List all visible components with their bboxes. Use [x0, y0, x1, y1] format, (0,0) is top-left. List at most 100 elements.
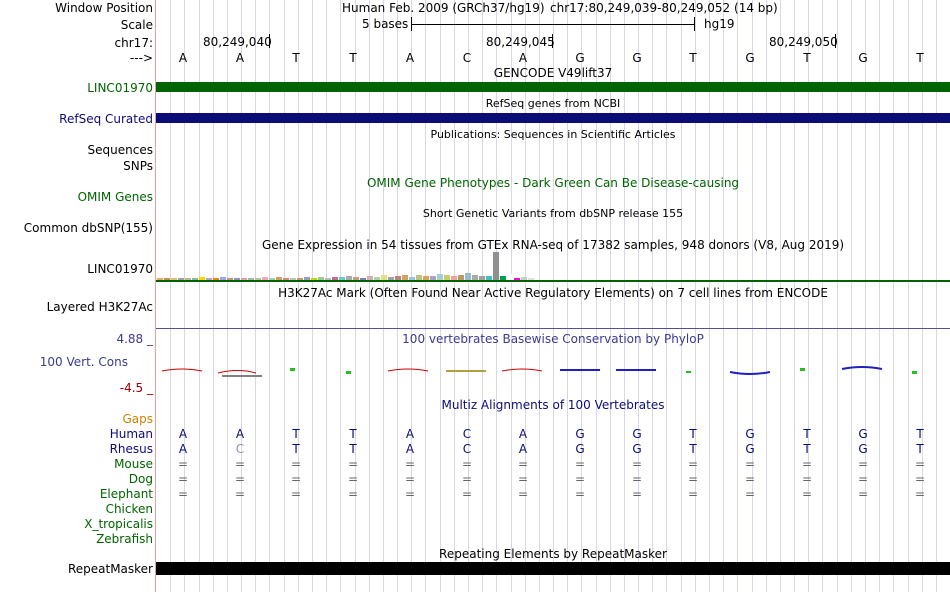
- gtex-tissue-bar[interactable]: [514, 278, 520, 280]
- gtex-tissue-bar[interactable]: [458, 275, 464, 280]
- gencode-label[interactable]: LINC01970: [87, 81, 153, 95]
- gtex-tissue-bar[interactable]: [472, 275, 478, 280]
- grid-line: [553, 0, 554, 592]
- alignment-base: A: [405, 427, 415, 441]
- species-label[interactable]: Zebrafish: [96, 532, 153, 546]
- h3k27ac-title: H3K27Ac Mark (Often Found Near Active Re…: [278, 286, 828, 300]
- gtex-tissue-bar[interactable]: [283, 278, 289, 280]
- gtex-tissue-bar[interactable]: [388, 277, 394, 280]
- phylop-graph[interactable]: [156, 360, 950, 384]
- gtex-tissue-bar[interactable]: [409, 277, 415, 280]
- alignment-base: =: [744, 487, 756, 501]
- gtex-tissue-bar[interactable]: [304, 277, 310, 280]
- gtex-tissue-bar[interactable]: [311, 278, 317, 280]
- base-letter: T: [292, 51, 300, 65]
- alignment-base: =: [517, 487, 529, 501]
- species-label[interactable]: Dog: [128, 472, 153, 486]
- gtex-tissue-bar[interactable]: [262, 277, 268, 280]
- gtex-tissue-bar[interactable]: [220, 277, 226, 280]
- gtex-tissue-bar[interactable]: [234, 278, 240, 280]
- gtex-tissue-bar[interactable]: [486, 276, 492, 280]
- species-label[interactable]: Human: [109, 427, 153, 441]
- gtex-tissue-bar[interactable]: [360, 278, 366, 280]
- gtex-tissue-bar[interactable]: [269, 278, 275, 280]
- species-label[interactable]: Mouse: [114, 457, 153, 471]
- gaps-label[interactable]: Gaps: [122, 412, 153, 426]
- repeatmasker-label[interactable]: RepeatMasker: [67, 562, 153, 576]
- gtex-tissue-bar[interactable]: [521, 277, 527, 280]
- gtex-tissue-bar[interactable]: [402, 275, 408, 280]
- gtex-tissue-bar[interactable]: [381, 275, 387, 280]
- gtex-tissue-bar[interactable]: [528, 278, 534, 280]
- grid-line: [397, 0, 398, 592]
- alignment-base: =: [404, 457, 416, 471]
- refseq-label[interactable]: RefSeq Curated: [59, 112, 153, 126]
- gtex-tissue-bar[interactable]: [367, 276, 373, 280]
- alignment-base: G: [575, 427, 585, 441]
- gtex-tissue-bar[interactable]: [325, 278, 331, 280]
- gtex-tissue-bar[interactable]: [248, 278, 254, 280]
- species-label[interactable]: X_tropicalis: [84, 517, 153, 531]
- grid-line: [539, 0, 540, 592]
- gtex-tissue-bar[interactable]: [290, 278, 296, 280]
- gtex-tissue-bar[interactable]: [395, 276, 401, 280]
- gtex-tissue-bar[interactable]: [227, 278, 233, 280]
- gtex-tissue-bar[interactable]: [451, 276, 457, 280]
- alignment-base: =: [801, 457, 813, 471]
- repeatmasker-bar[interactable]: [156, 562, 950, 575]
- gtex-label[interactable]: LINC01970: [87, 262, 153, 276]
- gtex-tissue-bar[interactable]: [374, 277, 380, 280]
- publications-sequences-label[interactable]: Sequences: [87, 143, 153, 157]
- phylop-label[interactable]: 100 Vert. Cons: [39, 355, 128, 369]
- gtex-tissue-bar[interactable]: [444, 275, 450, 280]
- gtex-tissue-bar[interactable]: [276, 277, 282, 280]
- gtex-tissue-bar[interactable]: [465, 273, 471, 280]
- gtex-tissue-bar[interactable]: [318, 277, 324, 280]
- base-letter: A: [518, 51, 528, 65]
- gtex-tissue-bar[interactable]: [213, 278, 219, 280]
- grid-line: [284, 0, 285, 592]
- alignment-base: =: [687, 487, 699, 501]
- gtex-tissue-bar[interactable]: [185, 278, 191, 280]
- gtex-tissue-bar[interactable]: [500, 276, 506, 280]
- alignment-base: A: [518, 427, 528, 441]
- db-label: hg19: [704, 17, 735, 31]
- gtex-tissue-bar[interactable]: [416, 275, 422, 280]
- gtex-tissue-bar[interactable]: [339, 277, 345, 280]
- alignment-base: T: [689, 442, 697, 456]
- h3k27ac-label[interactable]: Layered H3K27Ac: [46, 300, 153, 314]
- alignment-base: =: [687, 457, 699, 471]
- species-label[interactable]: Rhesus: [109, 442, 153, 456]
- gtex-tissue-bar[interactable]: [346, 276, 352, 280]
- gtex-tissue-bar[interactable]: [423, 276, 429, 280]
- gtex-tissue-bar[interactable]: [437, 274, 443, 280]
- gtex-tissue-bar[interactable]: [479, 276, 485, 280]
- gtex-tissue-bar[interactable]: [255, 278, 261, 280]
- species-label[interactable]: Elephant: [99, 487, 153, 501]
- dbsnp-label[interactable]: Common dbSNP(155): [23, 221, 153, 235]
- gtex-tissue-bar[interactable]: [241, 278, 247, 280]
- gtex-tissue-bar[interactable]: [332, 277, 338, 280]
- gtex-tissue-bar[interactable]: [493, 252, 499, 280]
- gtex-tissue-bar[interactable]: [164, 278, 170, 280]
- species-label[interactable]: Chicken: [105, 502, 153, 516]
- gtex-tissue-bar[interactable]: [507, 274, 513, 280]
- gtex-tissue-bar[interactable]: [178, 278, 184, 280]
- publications-snps-label[interactable]: SNPs: [123, 159, 153, 173]
- alignment-base: =: [290, 472, 302, 486]
- grid-line: [411, 0, 412, 592]
- gtex-tissue-bar[interactable]: [171, 278, 177, 280]
- gtex-tissue-bar[interactable]: [206, 278, 212, 280]
- omim-label[interactable]: OMIM Genes: [77, 190, 153, 204]
- gtex-tissue-bar[interactable]: [157, 278, 163, 280]
- gtex-tissue-bar[interactable]: [353, 277, 359, 280]
- gtex-tissue-bar[interactable]: [297, 278, 303, 280]
- gtex-tissue-bar[interactable]: [192, 278, 198, 280]
- gtex-tissue-bar[interactable]: [430, 276, 436, 280]
- grid-line: [383, 0, 384, 592]
- refseq-gene-bar[interactable]: [156, 113, 950, 123]
- gtex-tissue-bar[interactable]: [199, 277, 205, 280]
- grid-line: [241, 0, 242, 592]
- gtex-title: Gene Expression in 54 tissues from GTEx …: [261, 238, 845, 252]
- gencode-gene-bar[interactable]: [156, 82, 950, 92]
